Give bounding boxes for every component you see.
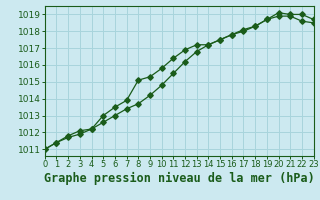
X-axis label: Graphe pression niveau de la mer (hPa): Graphe pression niveau de la mer (hPa) bbox=[44, 172, 315, 185]
